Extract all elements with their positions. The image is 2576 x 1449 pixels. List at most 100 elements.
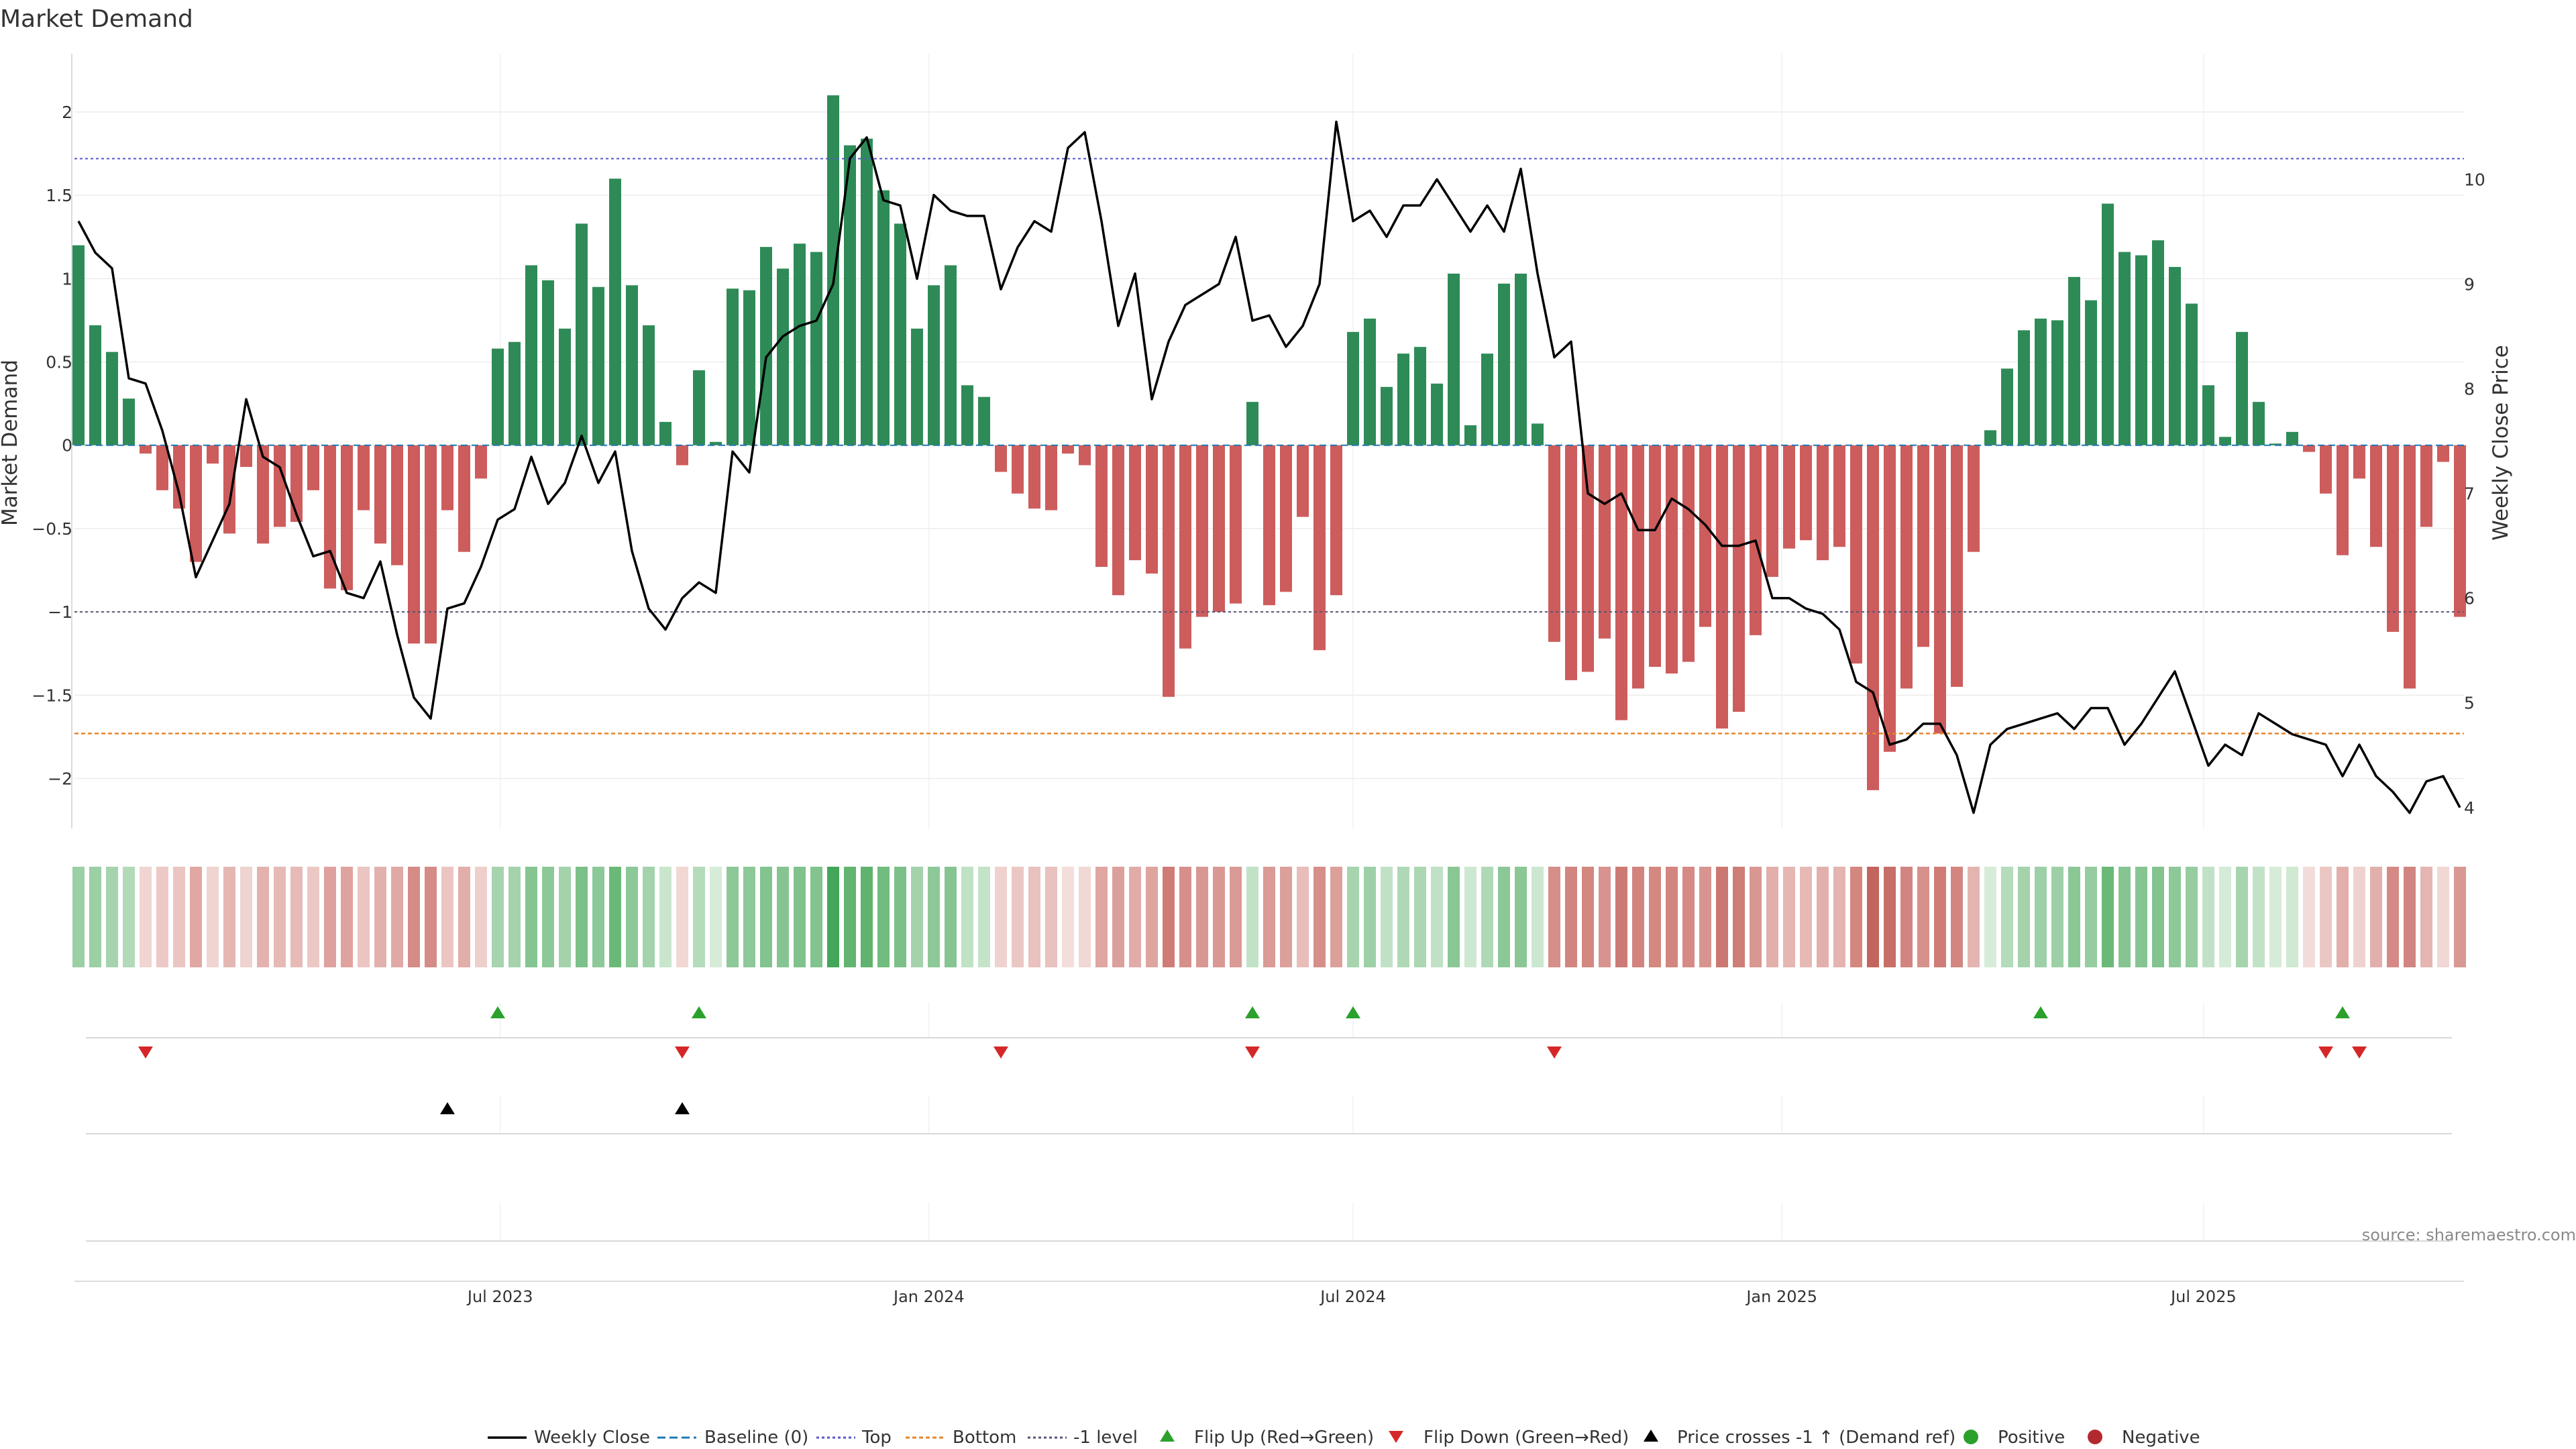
- demand-bar-negative: [1884, 445, 1896, 752]
- demand-bar-positive: [2051, 320, 2063, 445]
- strip-cell: [2102, 867, 2114, 967]
- demand-bar-negative: [1045, 445, 1057, 511]
- y2-tick-label: 9: [2464, 274, 2475, 294]
- demand-bar-positive: [2202, 385, 2214, 445]
- demand-bar-negative: [425, 445, 437, 644]
- strip-cell: [1263, 867, 1275, 967]
- strip-cell: [1280, 867, 1292, 967]
- flip-down-marker: [994, 1046, 1008, 1059]
- flip-up-marker: [692, 1006, 706, 1018]
- x-tick-label: Jan 2025: [1745, 1287, 1817, 1306]
- demand-bar-negative: [1850, 445, 1862, 664]
- demand-bar-positive: [794, 244, 806, 445]
- demand-bar-positive: [693, 370, 705, 445]
- strip-cell: [659, 867, 672, 967]
- strip-cell: [156, 867, 168, 967]
- y-tick-label: −2: [48, 769, 72, 788]
- strip-cell: [257, 867, 269, 967]
- demand-bar-negative: [1666, 445, 1678, 674]
- strip-cell: [1649, 867, 1661, 967]
- strip-cell: [525, 867, 537, 967]
- strip-cell: [2404, 867, 2416, 967]
- strip-cell: [408, 867, 420, 967]
- demand-bar-positive: [1481, 354, 1493, 445]
- strip-cell: [861, 867, 873, 967]
- strip-cell: [928, 867, 940, 967]
- event-markers: [138, 1006, 2367, 1114]
- strip-cell: [2437, 867, 2449, 967]
- y-tick-label: −0.5: [32, 519, 72, 539]
- y-tick-label: −1.5: [32, 686, 72, 705]
- y2-tick-label: 8: [2464, 379, 2475, 398]
- demand-bar-negative: [140, 445, 152, 454]
- strip-cell: [542, 867, 554, 967]
- weekly-close-line: [77, 120, 2461, 814]
- demand-bar-negative: [2387, 445, 2399, 632]
- demand-bar-positive: [727, 288, 739, 445]
- strip-cell: [760, 867, 772, 967]
- demand-bar-positive: [643, 325, 655, 445]
- legend-item-bottom: Bottom: [906, 1428, 1016, 1448]
- legend-label: Baseline (0): [704, 1428, 808, 1448]
- demand-bar-negative: [1599, 445, 1611, 639]
- demand-bar-positive: [2169, 266, 2181, 445]
- demand-bar-negative: [2337, 445, 2349, 555]
- strip-cell: [2420, 867, 2432, 967]
- demand-bar-negative: [1297, 445, 1309, 517]
- y-tick-label: 1.5: [46, 186, 72, 205]
- demand-bar-negative: [307, 445, 319, 490]
- demand-bar-positive: [2269, 443, 2282, 445]
- demand-bar-positive: [1498, 283, 1510, 445]
- demand-bar-negative: [1934, 445, 1946, 734]
- strip-cell: [1012, 867, 1024, 967]
- strip-cell: [1062, 867, 1074, 967]
- strip-cell: [391, 867, 403, 967]
- flip-down-marker: [1245, 1046, 1260, 1059]
- demand-bar-positive: [945, 265, 957, 445]
- demand-bar-negative: [341, 445, 353, 590]
- demand-bar-negative: [324, 445, 336, 589]
- demand-bar-negative: [2437, 445, 2449, 462]
- strip-cell: [492, 867, 504, 967]
- demand-bar-positive: [72, 245, 85, 445]
- demand-bar-negative: [1565, 445, 1577, 680]
- demand-bar-positive: [1448, 273, 1460, 445]
- strip-cell: [1682, 867, 1695, 967]
- strip-cell: [207, 867, 219, 967]
- y-tick-label: 2: [62, 103, 72, 122]
- demand-bar-negative: [1900, 445, 1913, 689]
- strip-cell: [978, 867, 990, 967]
- demand-bar-positive: [559, 328, 571, 445]
- strip-cell: [1934, 867, 1946, 967]
- x-tick-label: Jan 2024: [892, 1287, 965, 1306]
- strip-cell: [1884, 867, 1896, 967]
- demand-bar-positive: [710, 441, 722, 445]
- demand-bar-negative: [1330, 445, 1342, 596]
- demand-bar-negative: [995, 445, 1007, 472]
- legend-item-weekly-close: Weekly Close: [488, 1428, 650, 1448]
- strip-cell: [1733, 867, 1745, 967]
- demand-bar-negative: [1313, 445, 1326, 651]
- demand-bars: [72, 95, 2466, 790]
- demand-bar-positive: [861, 138, 873, 445]
- legend-swatch: [1389, 1431, 1403, 1443]
- strip-cell: [2337, 867, 2349, 967]
- strip-cell: [72, 867, 85, 967]
- demand-bar-negative: [358, 445, 370, 511]
- demand-bar-negative: [1280, 445, 1292, 592]
- demand-bar-positive: [961, 385, 973, 445]
- demand-bar-negative: [1615, 445, 1627, 720]
- demand-bar-positive: [106, 352, 118, 445]
- legend-label: Top: [861, 1428, 892, 1448]
- strip-cell: [2085, 867, 2097, 967]
- demand-bar-negative: [2420, 445, 2432, 527]
- strip-cell: [2051, 867, 2063, 967]
- strip-cell: [106, 867, 118, 967]
- chart-title: Market Demand: [0, 5, 193, 33]
- strip-cell: [827, 867, 839, 967]
- strip-cell: [1095, 867, 1108, 967]
- strip-cell: [894, 867, 906, 967]
- y2-tick-label: 6: [2464, 589, 2475, 608]
- strip-cell: [1515, 867, 1527, 967]
